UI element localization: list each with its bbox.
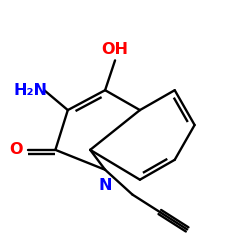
Text: N: N: [98, 178, 112, 194]
Text: O: O: [9, 142, 23, 157]
Text: OH: OH: [102, 42, 128, 57]
Text: H₂N: H₂N: [14, 83, 48, 98]
